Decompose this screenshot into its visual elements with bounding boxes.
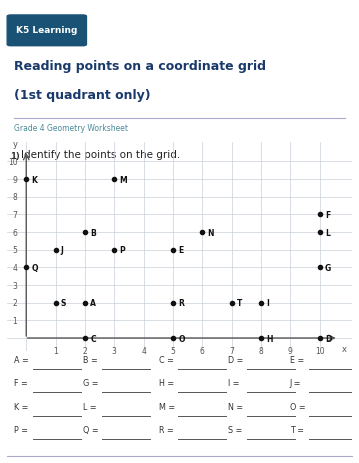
Text: x: x xyxy=(341,344,346,353)
Text: 7: 7 xyxy=(229,346,234,355)
Text: N: N xyxy=(208,228,214,237)
Text: 2: 2 xyxy=(83,346,87,355)
Text: F: F xyxy=(325,210,330,219)
Text: 1: 1 xyxy=(53,346,58,355)
Text: 1: 1 xyxy=(13,316,18,325)
Text: M =: M = xyxy=(159,402,175,411)
Text: Q: Q xyxy=(32,263,38,272)
Text: B =: B = xyxy=(83,355,98,364)
Text: O =: O = xyxy=(290,402,306,411)
Text: K: K xyxy=(32,175,37,184)
Text: Reading & Math for K-5: Reading & Math for K-5 xyxy=(11,462,91,463)
Text: S: S xyxy=(61,299,66,307)
Text: 4: 4 xyxy=(13,263,18,272)
Text: 3: 3 xyxy=(112,346,117,355)
Text: 3: 3 xyxy=(13,281,18,290)
Text: B: B xyxy=(90,228,96,237)
Text: y: y xyxy=(13,140,18,149)
FancyBboxPatch shape xyxy=(7,16,87,47)
Text: L =: L = xyxy=(83,402,97,411)
Text: J: J xyxy=(61,246,64,255)
Text: 9: 9 xyxy=(288,346,293,355)
Text: K =: K = xyxy=(14,402,28,411)
Text: A =: A = xyxy=(14,355,29,364)
Text: 5: 5 xyxy=(13,246,18,255)
Text: M: M xyxy=(120,175,127,184)
Text: 2: 2 xyxy=(13,299,18,307)
Text: 5: 5 xyxy=(171,346,175,355)
Text: 6: 6 xyxy=(13,228,18,237)
Text: 9: 9 xyxy=(13,175,18,184)
Text: G =: G = xyxy=(83,378,98,387)
Text: © www.k5learning.com: © www.k5learning.com xyxy=(266,462,348,463)
Text: N =: N = xyxy=(228,402,243,411)
Text: C =: C = xyxy=(159,355,174,364)
Text: H =: H = xyxy=(159,378,174,387)
Text: 10: 10 xyxy=(8,157,18,167)
Text: E: E xyxy=(178,246,183,255)
Text: Reading points on a coordinate grid: Reading points on a coordinate grid xyxy=(14,60,266,73)
Text: T: T xyxy=(237,299,242,307)
Text: Grade 4 Geometry Worksheet: Grade 4 Geometry Worksheet xyxy=(14,124,128,133)
Text: R: R xyxy=(178,299,184,307)
Text: G: G xyxy=(325,263,331,272)
Text: T =: T = xyxy=(290,425,304,434)
Text: C: C xyxy=(90,334,96,343)
Text: O: O xyxy=(178,334,185,343)
Text: I: I xyxy=(266,299,269,307)
Text: 6: 6 xyxy=(200,346,205,355)
Text: (1st quadrant only): (1st quadrant only) xyxy=(14,89,151,102)
Text: Identify the points on the grid.: Identify the points on the grid. xyxy=(21,149,180,159)
Text: D =: D = xyxy=(228,355,243,364)
Text: J =: J = xyxy=(290,378,301,387)
Text: R =: R = xyxy=(159,425,173,434)
Text: 4: 4 xyxy=(141,346,146,355)
Text: F =: F = xyxy=(14,378,28,387)
Text: 8: 8 xyxy=(258,346,263,355)
Text: 10: 10 xyxy=(315,346,325,355)
Text: A: A xyxy=(90,299,96,307)
Text: H: H xyxy=(266,334,273,343)
Text: E =: E = xyxy=(290,355,304,364)
Text: K5 Learning: K5 Learning xyxy=(16,26,78,35)
Text: S =: S = xyxy=(228,425,242,434)
Text: P =: P = xyxy=(14,425,28,434)
Text: 8: 8 xyxy=(13,193,18,202)
Text: P: P xyxy=(120,246,125,255)
Text: 7: 7 xyxy=(13,210,18,219)
Text: D: D xyxy=(325,334,331,343)
Text: I =: I = xyxy=(228,378,239,387)
Text: Q =: Q = xyxy=(83,425,99,434)
Text: L: L xyxy=(325,228,330,237)
Text: 1): 1) xyxy=(10,151,20,160)
